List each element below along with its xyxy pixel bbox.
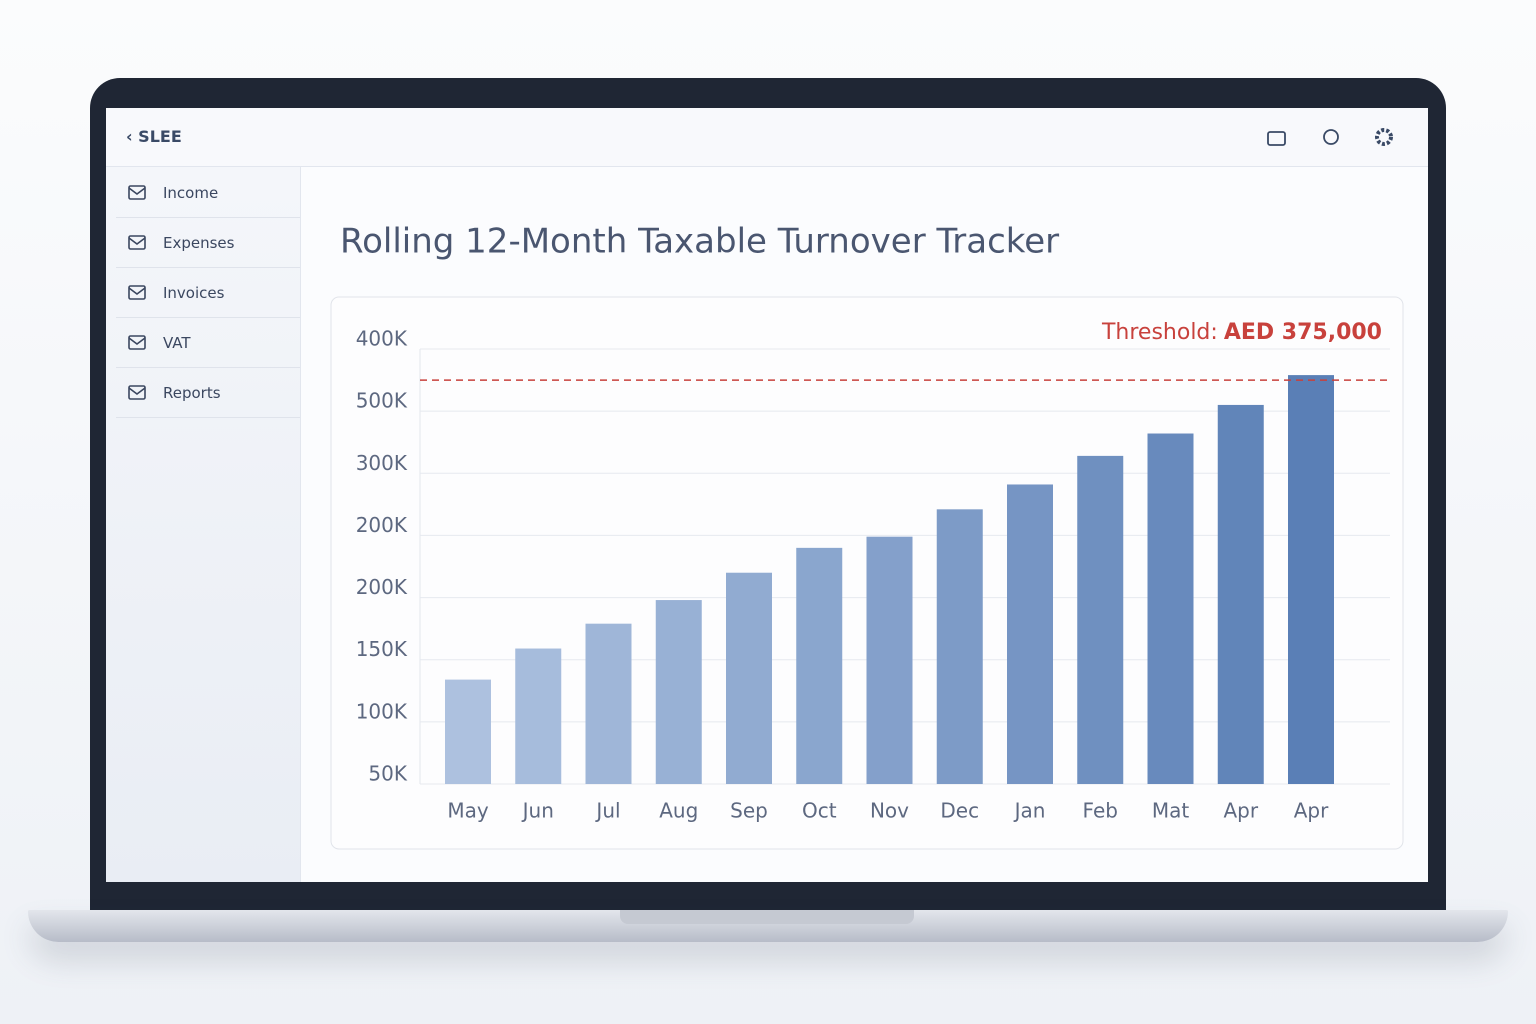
- y-tick-label: 400K: [356, 327, 408, 351]
- bar: [515, 648, 562, 784]
- x-tick-label: Aug: [659, 799, 698, 823]
- nav-label: Income: [163, 184, 219, 202]
- laptop-notch: [620, 910, 914, 924]
- nav-icon: [128, 185, 146, 200]
- x-tick-label: May: [447, 799, 489, 823]
- folder-icon[interactable]: [1267, 131, 1286, 146]
- nav-item[interactable]: Reports: [116, 367, 300, 418]
- y-tick-label: 500K: [356, 389, 408, 413]
- nav-icon: [128, 385, 146, 400]
- chart-title: Rolling 12-Month Taxable Turnover Tracke…: [340, 222, 1059, 262]
- brand: SLEE: [138, 127, 182, 146]
- bar: [1147, 433, 1194, 784]
- y-tick-label: 100K: [356, 699, 408, 723]
- x-tick-label: Mat: [1152, 799, 1190, 823]
- nav-label: Expenses: [163, 234, 235, 252]
- bar: [936, 509, 983, 784]
- x-tick-label: Dec: [940, 799, 979, 823]
- nav-label: Invoices: [163, 284, 225, 302]
- nav-item[interactable]: Income: [116, 167, 300, 218]
- sidebar: Income Expenses Invoices VAT Reports: [106, 167, 301, 882]
- bar: [866, 536, 913, 784]
- nav-label: Reports: [163, 384, 221, 402]
- threshold-value: AED 375,000: [1224, 320, 1382, 345]
- settings-icon[interactable]: [1375, 128, 1393, 146]
- y-tick-label: 200K: [356, 575, 408, 599]
- bar: [445, 679, 491, 784]
- nav-icon: [128, 335, 146, 350]
- top-bar: ‹ SLEE: [106, 108, 1428, 167]
- bar: [1217, 404, 1264, 784]
- y-tick-label: 300K: [356, 451, 408, 475]
- bar: [1288, 375, 1334, 784]
- y-tick-label: 150K: [356, 637, 408, 661]
- chart: Rolling 12-Month Taxable Turnover Tracke…: [330, 222, 1404, 850]
- bar: [796, 547, 843, 784]
- threshold-caption: Threshold:: [1101, 320, 1218, 345]
- x-tick-label: Apr: [1223, 799, 1258, 823]
- nav-icon: [128, 235, 146, 250]
- x-tick-label: Apr: [1294, 799, 1329, 823]
- x-tick-label: Sep: [730, 799, 768, 823]
- bar: [585, 623, 632, 784]
- nav-item[interactable]: VAT: [116, 317, 300, 368]
- bar: [1007, 484, 1053, 784]
- nav-item[interactable]: Expenses: [116, 217, 300, 268]
- search-icon[interactable]: [1323, 129, 1339, 145]
- x-tick-label: Oct: [802, 799, 837, 823]
- threshold-label: Threshold: AED 375,000: [1101, 320, 1382, 345]
- nav-icon: [128, 285, 146, 300]
- y-tick-label: 200K: [356, 513, 408, 537]
- bar: [1077, 455, 1124, 784]
- toolbar-icons: [1267, 128, 1393, 146]
- back-button[interactable]: ‹ SLEE: [126, 127, 182, 146]
- bar: [726, 572, 772, 784]
- screen: ‹ SLEE Income Expenses Invoices VAT Reports …: [106, 108, 1428, 882]
- nav-label: VAT: [163, 334, 191, 352]
- x-tick-label: Jun: [521, 799, 554, 823]
- nav-item[interactable]: Invoices: [116, 267, 300, 318]
- x-tick-label: Nov: [870, 799, 909, 823]
- bar: [655, 600, 702, 784]
- x-tick-label: Jul: [594, 799, 620, 823]
- y-tick-label: 50K: [368, 762, 407, 786]
- x-tick-label: Jan: [1013, 799, 1046, 823]
- x-tick-label: Feb: [1083, 799, 1118, 823]
